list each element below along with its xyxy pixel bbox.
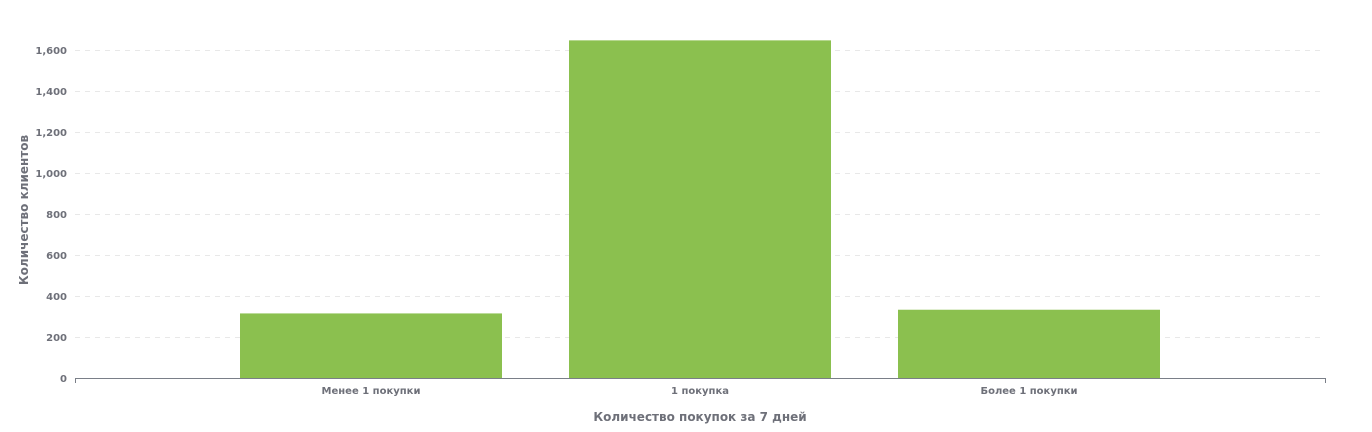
y-axis-title: Количество клиентов — [17, 134, 31, 285]
x-category-label: Более 1 покупки — [980, 386, 1077, 397]
axes — [75, 378, 1326, 383]
bar[interactable] — [569, 40, 831, 379]
x-category-label: 1 покупка — [671, 386, 729, 397]
y-tick-label: 0 — [60, 374, 67, 385]
x-axis-title: Количество покупок за 7 дней — [593, 410, 806, 424]
y-tick-label: 1,400 — [35, 87, 67, 98]
y-tick-label: 600 — [46, 251, 67, 262]
bar[interactable] — [898, 309, 1160, 378]
y-tick-label: 1,200 — [35, 128, 67, 139]
x-category-labels: Менее 1 покупки 1 покупка Более 1 покупки — [322, 386, 1078, 397]
y-tick-label: 200 — [46, 333, 67, 344]
y-tick-labels: 0 200 400 600 800 1,000 1,200 1,400 1,600 — [35, 46, 67, 385]
y-tick-label: 800 — [46, 210, 67, 221]
bars — [240, 40, 1160, 379]
y-tick-label: 400 — [46, 292, 67, 303]
bar[interactable] — [240, 313, 502, 378]
y-tick-label: 1,600 — [35, 46, 67, 57]
x-category-label: Менее 1 покупки — [322, 386, 421, 397]
y-tick-label: 1,000 — [35, 169, 67, 180]
